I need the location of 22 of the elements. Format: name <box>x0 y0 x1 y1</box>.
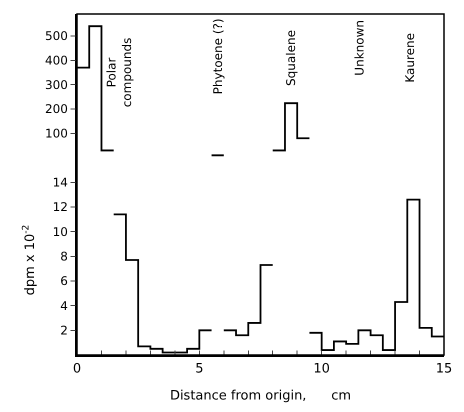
x-axis-title: Distance from origin, cm <box>170 388 352 404</box>
y-tick-label: 14 <box>52 176 68 190</box>
y-tick-label: 500 <box>44 29 68 44</box>
y-tick-label: 4 <box>60 298 68 313</box>
y-tick-label: 12 <box>52 200 68 214</box>
annotation: Phytoene (?) <box>211 18 226 94</box>
annotation: Squalene <box>284 30 298 86</box>
y-tick-label: 300 <box>44 78 68 92</box>
y-tick-label: 100 <box>44 126 68 141</box>
annotation: Polar compounds <box>104 38 134 108</box>
y-tick-label: 400 <box>44 53 68 68</box>
x-tick-label: 10 <box>313 361 330 376</box>
y-tick-label: 200 <box>44 102 68 116</box>
annotation: Kaurene <box>402 32 417 83</box>
x-tick-label: 0 <box>72 361 82 376</box>
x-tick-label: 15 <box>436 361 452 376</box>
y-tick-label: 10 <box>52 224 68 239</box>
y-tick-label: 2 <box>60 324 68 338</box>
annotation: Unknown <box>352 20 366 76</box>
y-tick-label: 8 <box>60 250 68 264</box>
x-tick-label: 5 <box>195 361 204 376</box>
y-tick-label: 6 <box>60 274 68 288</box>
